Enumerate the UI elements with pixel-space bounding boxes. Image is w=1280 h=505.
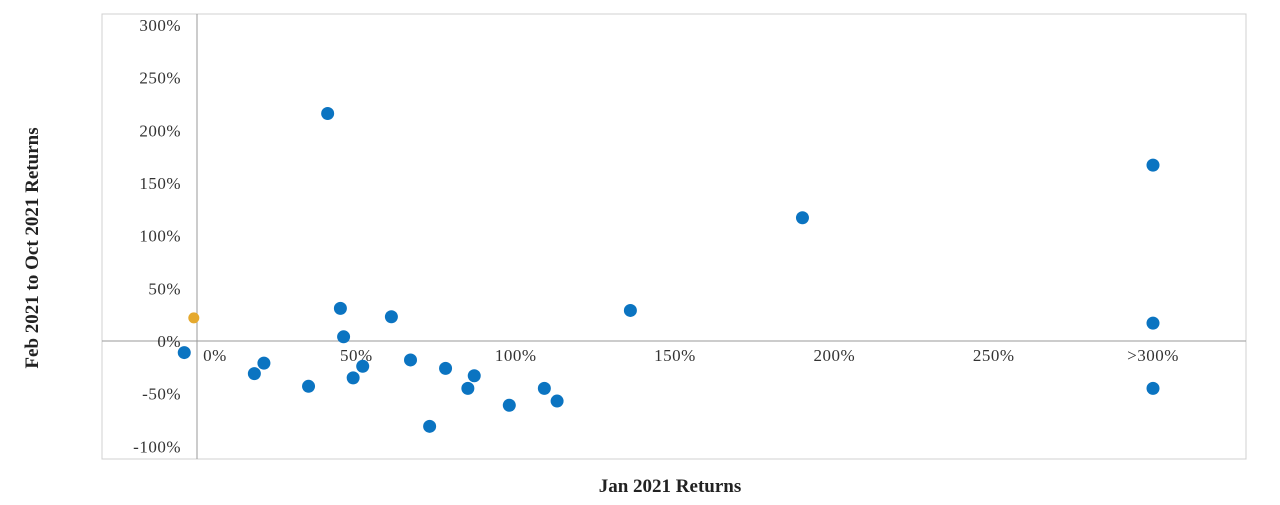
data-point [247, 367, 261, 381]
data-point [356, 359, 370, 373]
x-tick-label: 50% [340, 346, 373, 365]
data-point [423, 419, 437, 433]
data-point [623, 303, 637, 317]
x-tick-label: 250% [973, 346, 1015, 365]
y-tick-label: 250% [139, 69, 181, 88]
y-tick-label: 0% [157, 332, 181, 351]
y-tick-label: 200% [139, 121, 181, 140]
y-tick-label: -50% [142, 385, 181, 404]
axes [102, 14, 1246, 459]
data-point [502, 398, 516, 412]
x-axis-title: Jan 2021 Returns [599, 476, 742, 497]
data-point [404, 353, 418, 367]
data-point [321, 106, 335, 120]
data-point [550, 394, 564, 408]
x-tick-label: 0% [203, 346, 227, 365]
data-point [1146, 316, 1160, 330]
x-tick-label: 200% [813, 346, 855, 365]
data-point [795, 211, 809, 225]
x-tick-label: 100% [495, 346, 537, 365]
data-point [257, 356, 271, 370]
x-tick-labels: 0% 50% 100% 150% 200% 250% >300% [203, 346, 1179, 365]
highlight-data-point [188, 312, 200, 324]
y-tick-label: 100% [139, 227, 181, 246]
data-point [1146, 158, 1160, 172]
data-point [1146, 381, 1160, 395]
y-tick-label: 300% [139, 16, 181, 35]
y-tick-labels: 300% 250% 200% 150% 100% 50% 0% -50% -100% [133, 16, 181, 456]
data-point [537, 381, 551, 395]
y-tick-label: 150% [139, 174, 181, 193]
plot-frame [101, 13, 1247, 460]
data-point [302, 379, 316, 393]
data-point [439, 361, 453, 375]
data-points [177, 106, 1160, 433]
data-point [461, 381, 475, 395]
y-axis-title: Feb 2021 to Oct 2021 Returns [22, 127, 43, 368]
data-point [384, 310, 398, 324]
data-point [467, 369, 481, 383]
data-point [337, 330, 351, 344]
y-tick-label: 50% [148, 279, 181, 298]
data-point [177, 346, 191, 360]
x-tick-label: 150% [654, 346, 696, 365]
x-tick-label: >300% [1127, 346, 1179, 365]
data-point [333, 301, 347, 315]
y-tick-label: -100% [133, 437, 181, 456]
data-point [346, 371, 360, 385]
